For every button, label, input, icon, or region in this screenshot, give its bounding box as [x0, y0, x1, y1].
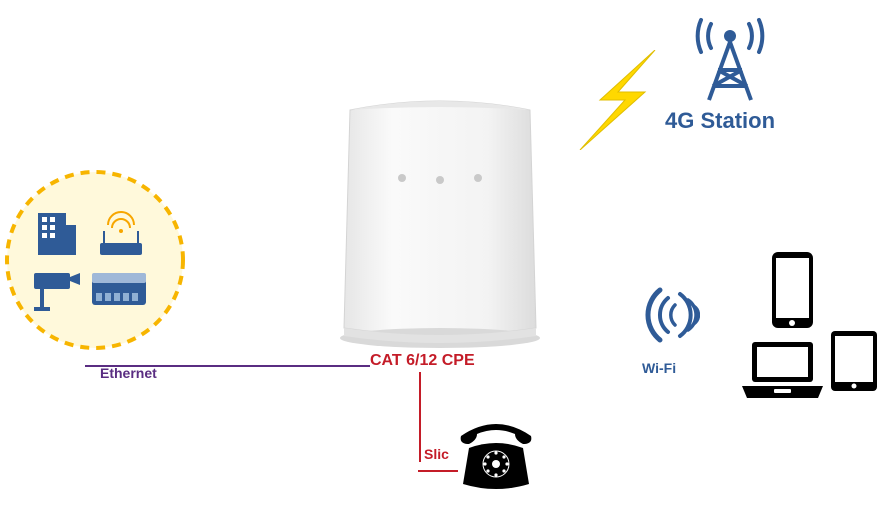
tablet-icon [830, 330, 878, 392]
telephone-icon [455, 418, 537, 490]
laptop-icon [740, 340, 825, 400]
slic-line [418, 372, 422, 462]
cpe-label: CAT 6/12 CPE [370, 352, 475, 370]
wifi-label: Wi-Fi [642, 360, 676, 376]
lightning-icon [560, 50, 680, 150]
lan-cloud [0, 165, 190, 355]
switch-icon [92, 273, 146, 305]
tower-icon [685, 8, 775, 103]
ethernet-line [85, 355, 370, 359]
ethernet-label: Ethernet [100, 365, 157, 381]
slic-label: Slic [424, 446, 449, 462]
smartphone-icon [770, 250, 815, 330]
wifi-waves-icon [630, 280, 700, 350]
station-label: 4G Station [665, 108, 775, 134]
cpe-router [330, 90, 550, 350]
